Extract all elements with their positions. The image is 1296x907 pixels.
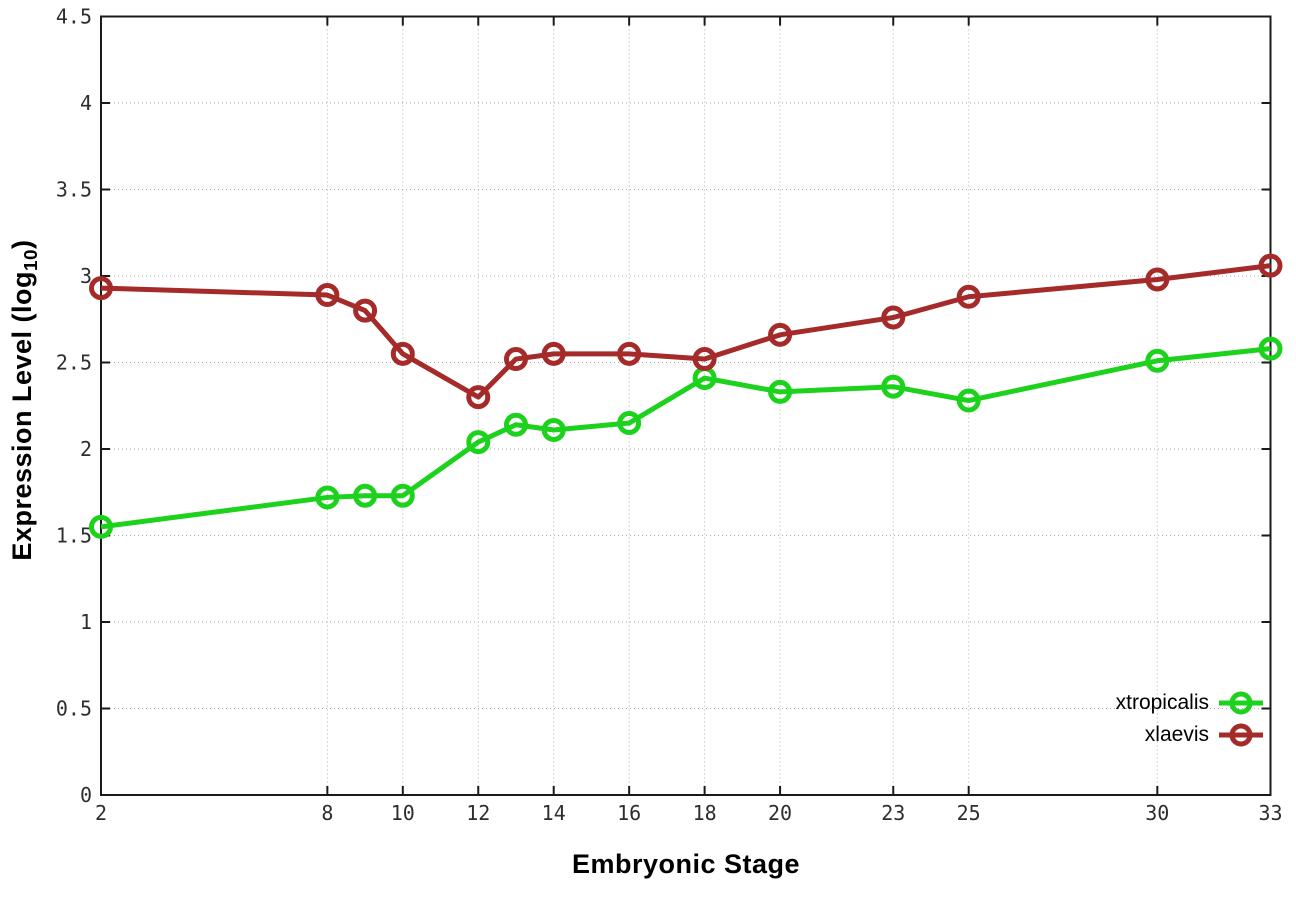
x-tick-label: 8 — [321, 801, 333, 825]
x-tick-label: 18 — [693, 801, 717, 825]
y-tick-label: 1 — [80, 610, 92, 634]
y-tick-label: 2.5 — [56, 351, 92, 375]
data-point-xlaevis-stage-13 — [503, 347, 528, 372]
data-point-xtropicalis-stage-25 — [956, 388, 981, 413]
x-tick-label: 16 — [617, 801, 641, 825]
data-point-xlaevis-stage-9 — [353, 298, 378, 323]
x-axis-title: Embryonic Stage — [571, 849, 801, 879]
y-tick-label: 4 — [80, 91, 92, 115]
data-point-xtropicalis-stage-30 — [1145, 348, 1170, 373]
x-tick-label: 14 — [542, 801, 566, 825]
data-point-xlaevis-stage-14 — [541, 341, 566, 366]
y-tick-label: 3 — [80, 264, 92, 288]
data-point-xtropicalis-stage-16 — [617, 411, 642, 436]
data-point-xtropicalis-stage-13 — [503, 412, 528, 437]
legend: xtropicalis xlaevis — [1116, 689, 1264, 748]
legend-label-xlaevis: xlaevis — [1144, 723, 1209, 746]
data-point-xlaevis-stage-16 — [617, 341, 642, 366]
legend-label-xtropicalis: xtropicalis — [1115, 691, 1209, 714]
x-tick-label: 30 — [1145, 801, 1169, 825]
y-tick-label: 1.5 — [56, 524, 92, 548]
legend-marker-circle-xlaevis — [1229, 723, 1253, 746]
y-tick-label: 2 — [80, 437, 92, 461]
data-point-xtropicalis-stage-33 — [1258, 336, 1283, 361]
data-point-xtropicalis-stage-8 — [315, 485, 340, 510]
data-point-xlaevis-stage-23 — [881, 305, 906, 330]
x-tick-label: 25 — [957, 801, 981, 825]
y-axis-title-text: Expression Level (log — [7, 270, 37, 561]
x-tick-label: 23 — [881, 801, 905, 825]
series-xlaevis — [89, 253, 1283, 410]
data-point-xtropicalis-stage-23 — [881, 374, 906, 399]
y-tick-label: 3.5 — [56, 178, 92, 202]
legend-marker-xtropicalis-icon — [1219, 691, 1263, 714]
x-tick-label: 2 — [95, 801, 107, 825]
y-axis-title: Expression Level (log10) — [7, 180, 43, 620]
y-tick-label: 0.5 — [56, 697, 92, 721]
legend-marker-xlaevis-icon — [1219, 723, 1263, 746]
x-tick-label: 33 — [1258, 801, 1282, 825]
series-xtropicalis — [89, 336, 1283, 539]
legend-marker-circle-xtropicalis — [1229, 691, 1253, 714]
legend-item-xtropicalis: xtropicalis — [1116, 689, 1264, 716]
data-point-xtropicalis-stage-14 — [541, 417, 566, 442]
data-point-xtropicalis-stage-12 — [466, 430, 491, 455]
y-axis-title-subscript: 10 — [20, 248, 42, 271]
data-point-xlaevis-stage-20 — [768, 322, 793, 347]
data-point-xlaevis-stage-10 — [390, 341, 415, 366]
data-point-xtropicalis-stage-20 — [768, 379, 793, 404]
data-point-xlaevis-stage-18 — [692, 347, 717, 372]
data-point-xlaevis-stage-25 — [956, 284, 981, 309]
x-tick-label: 20 — [768, 801, 792, 825]
x-tick-label: 10 — [391, 801, 415, 825]
y-tick-label: 0 — [80, 783, 92, 807]
plot-border — [100, 15, 1272, 796]
data-point-xtropicalis-stage-2 — [89, 514, 113, 539]
series-line-xtropicalis — [100, 346, 1271, 530]
data-point-xlaevis-stage-8 — [315, 283, 340, 308]
data-point-xtropicalis-stage-10 — [390, 483, 415, 508]
data-point-xlaevis-stage-12 — [466, 385, 491, 410]
series-line-xlaevis — [100, 263, 1271, 400]
data-point-xlaevis-stage-2 — [89, 276, 113, 301]
data-point-xlaevis-stage-30 — [1145, 267, 1170, 292]
legend-item-xlaevis: xlaevis — [1116, 721, 1264, 748]
y-tick-label: 4.5 — [56, 5, 92, 29]
data-point-xlaevis-stage-33 — [1258, 253, 1283, 278]
data-point-xtropicalis-stage-9 — [353, 483, 378, 508]
y-axis-title-close: ) — [7, 239, 37, 249]
x-tick-label: 12 — [466, 801, 490, 825]
